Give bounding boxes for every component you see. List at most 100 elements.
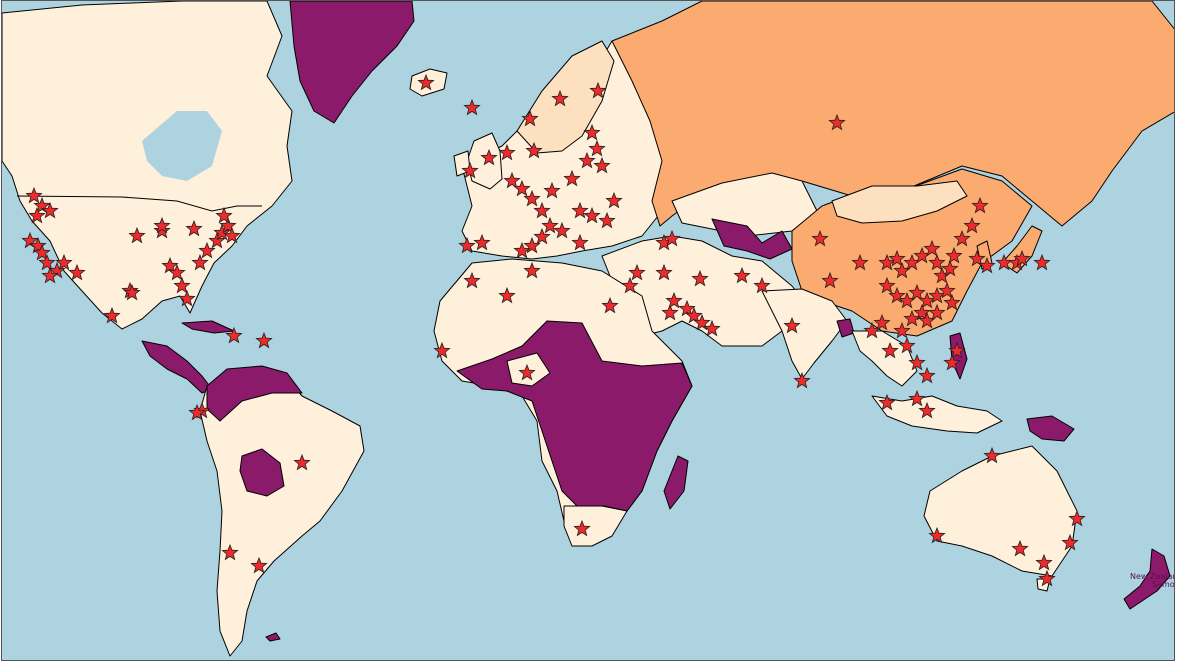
star-icon <box>480 148 498 166</box>
star-icon <box>968 249 986 267</box>
star-icon <box>188 403 206 421</box>
star-icon <box>1033 253 1051 271</box>
star-icon <box>250 556 268 574</box>
star-icon <box>153 221 171 239</box>
star-icon <box>21 231 39 249</box>
star-icon <box>983 446 1001 464</box>
marker-layer <box>21 73 1086 587</box>
star-icon <box>551 89 569 107</box>
star-icon <box>255 331 273 349</box>
star-icon <box>128 226 146 244</box>
star-icon <box>29 236 47 254</box>
star-icon <box>908 353 926 371</box>
star-icon <box>783 316 801 334</box>
country-north-america <box>2 1 293 330</box>
star-icon <box>908 389 926 407</box>
star-icon <box>678 299 696 317</box>
star-icon <box>571 201 589 219</box>
country-greenland <box>289 1 415 124</box>
star-icon <box>598 211 616 229</box>
star-icon <box>33 196 51 214</box>
country-india <box>761 288 848 380</box>
star-icon <box>213 223 231 241</box>
star-icon <box>811 229 829 247</box>
country-russia <box>611 1 1174 227</box>
star-icon <box>1013 249 1031 267</box>
star-icon <box>33 243 51 261</box>
label-samoa: Samoa <box>1152 580 1175 589</box>
star-icon <box>173 276 191 294</box>
star-icon <box>928 303 946 321</box>
country-central-asia <box>711 218 793 260</box>
star-icon <box>941 259 959 277</box>
label-new-zealand: New Zealand <box>1130 572 1175 581</box>
star-icon <box>417 73 435 91</box>
star-icon <box>628 263 646 281</box>
star-icon <box>28 206 46 224</box>
country-mongolia <box>831 180 968 224</box>
star-icon <box>589 81 607 99</box>
star-icon <box>541 216 559 234</box>
star-icon <box>888 249 906 267</box>
star-icon <box>903 309 921 327</box>
star-icon <box>463 271 481 289</box>
star-icon <box>753 276 771 294</box>
star-icon <box>793 371 811 389</box>
star-icon <box>68 263 86 281</box>
country-new-zealand <box>1123 548 1171 610</box>
star-icon <box>1035 553 1053 571</box>
star-icon <box>1061 533 1079 551</box>
star-icon <box>693 313 711 331</box>
star-icon <box>908 283 926 301</box>
star-icon <box>178 289 196 307</box>
star-icon <box>851 253 869 271</box>
star-icon <box>663 229 681 247</box>
star-icon <box>571 233 589 251</box>
country-falklands <box>265 632 281 642</box>
star-icon <box>583 206 601 224</box>
us-canada-border <box>16 195 262 212</box>
star-icon <box>1038 569 1056 587</box>
star-icon <box>523 261 541 279</box>
star-icon <box>523 189 541 207</box>
star-icon <box>661 303 679 321</box>
star-icon <box>1011 539 1029 557</box>
star-icon <box>873 313 891 331</box>
star-icon <box>913 303 931 321</box>
star-icon <box>938 281 956 299</box>
star-icon <box>123 283 141 301</box>
star-icon <box>605 191 623 209</box>
star-icon <box>543 181 561 199</box>
star-icon <box>703 319 721 337</box>
country-bolivia <box>239 448 285 497</box>
star-icon <box>898 336 916 354</box>
star-icon <box>458 236 476 254</box>
star-icon <box>198 241 216 259</box>
star-icon <box>828 113 846 131</box>
star-icon <box>918 291 936 309</box>
star-icon <box>928 526 946 544</box>
star-icon <box>533 201 551 219</box>
star-icon <box>963 216 981 234</box>
star-icon <box>928 286 946 304</box>
star-icon <box>521 109 539 127</box>
star-icon <box>513 179 531 197</box>
star-icon <box>191 253 209 271</box>
star-icon <box>953 229 971 247</box>
star-icon <box>563 169 581 187</box>
star-icon <box>161 256 179 274</box>
star-icon <box>948 341 966 359</box>
country-venezuela <box>206 365 303 422</box>
star-icon <box>665 291 683 309</box>
star-icon <box>518 363 536 381</box>
star-icon <box>601 296 619 314</box>
star-icon <box>943 293 961 311</box>
star-icon <box>733 266 751 284</box>
star-icon <box>821 271 839 289</box>
star-icon <box>863 321 881 339</box>
star-icon <box>971 196 989 214</box>
star-icon <box>433 341 451 359</box>
country-papua-new-guinea <box>1026 415 1075 442</box>
star-icon <box>978 256 996 274</box>
